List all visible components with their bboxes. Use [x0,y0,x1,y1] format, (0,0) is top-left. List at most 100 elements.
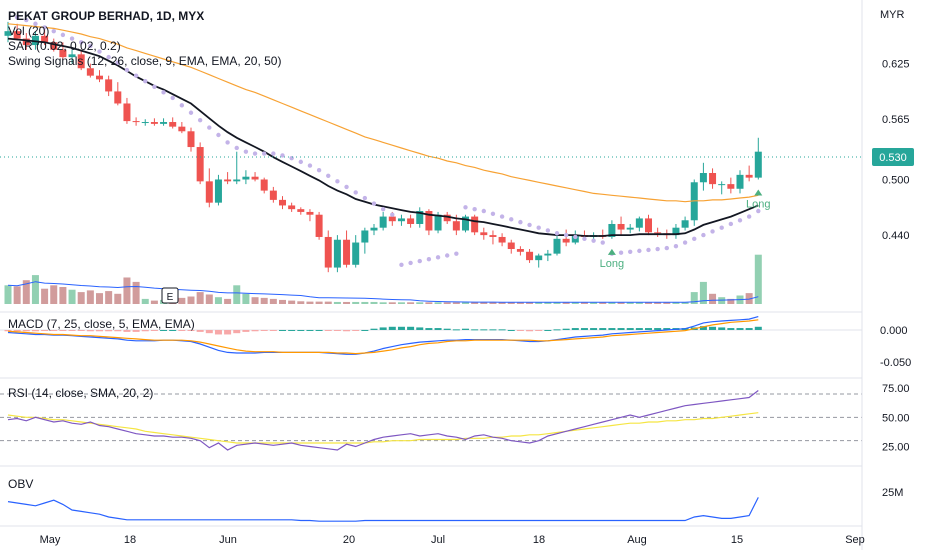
macd-signal-line [7,319,759,355]
sar-dot [88,43,93,49]
sar-dot [408,260,413,266]
candle-body [425,211,433,231]
candle-body [397,218,405,222]
macd-histogram-bar [150,329,158,331]
price-tick-label: 0.500 [882,174,910,186]
macd-histogram-bar [123,329,131,332]
volume-bar [526,302,534,304]
macd-line [7,316,759,355]
sar-dot [161,90,166,95]
indicator-label-sar[interactable]: SAR (0.02, 0.02, 0.2) [8,39,121,53]
volume-bar [22,280,30,304]
candle-body [699,173,707,183]
volume-bar [645,302,652,304]
macd-histogram-bar [452,329,460,331]
candle-body [288,205,296,210]
macd-histogram-bar [654,328,662,330]
volume-bar [279,299,286,304]
volume-bar [626,302,634,304]
macd-histogram-bar [178,329,186,331]
volume-bar [315,301,323,304]
indicator-label-swing[interactable]: Swing Signals (12, 26, close, 9, EMA, EM… [8,54,281,68]
macd-histogram-bar [489,329,497,331]
volume-bar [690,292,698,304]
candle-body [178,126,186,132]
volume-bar [96,293,103,304]
volume-bar [727,298,735,304]
volume-bar [242,293,250,304]
macd-histogram-bar [544,329,552,331]
rsi-label[interactable]: RSI (14, close, SMA, 20, 2) [8,386,153,400]
candle-body [736,174,744,189]
sar-dot [737,218,743,223]
macd-histogram-bar [480,329,488,331]
macd-histogram-bar [13,329,21,332]
sar-dot [234,145,239,151]
volume-bar [379,302,387,304]
macd-histogram-bar [626,328,634,330]
macd-histogram-bar [471,329,479,331]
macd-histogram-bar [68,329,76,331]
macd-histogram-bar [599,328,607,330]
obv-pane [7,497,759,522]
macd-histogram-bar [571,328,579,330]
candle-body [434,214,442,231]
obv-label[interactable]: OBV [8,477,33,491]
volume-bar [498,302,506,304]
rsi-pane [0,390,862,451]
volume-bar [105,291,113,304]
time-tick-label: Sep [845,534,865,546]
sar-dot [289,155,294,161]
sar-dot [316,168,322,173]
volume-bar [214,297,222,304]
macd-histogram-bar [114,329,122,332]
macd-histogram-bar [279,329,286,331]
candle-body [114,91,122,104]
volume-bar [233,285,241,304]
macd-histogram-bar [242,329,250,332]
candle-body [77,54,85,69]
candle-body [297,209,305,212]
macd-histogram-bar [553,329,561,331]
volume-bar [306,301,314,304]
sar-dot [97,49,102,54]
candle-body [324,236,332,268]
indicator-label-vol[interactable]: Vol (20) [8,24,49,38]
ema50-line [7,23,759,203]
macd-histogram-bar [699,326,707,330]
sar-dot [207,125,212,130]
long-signal-label: Long [600,258,624,270]
candle-body [416,211,424,224]
volume-bar [370,301,378,304]
sar-dot [271,151,276,156]
sar-dot [756,208,761,214]
axis-labels: 0.625 0.565 0.500 0.440 0.000 -0.050 75.00 50.0… [40,59,912,546]
macd-histogram-bar [77,329,85,331]
volume-bar [672,302,680,304]
candle-body [50,42,58,50]
sar-dot [481,208,486,214]
volume-bar [50,285,58,304]
time-tick-label: Aug [627,534,647,546]
sar-dot [216,132,221,138]
sar-dot [682,240,688,245]
sar-dot [335,179,340,184]
macd-label[interactable]: MACD (7, 25, close, 5, EMA, EMA) [8,317,195,331]
macd-histogram-bar [22,329,30,332]
candle-body [553,238,561,254]
volume-bar [709,293,717,304]
volume-bar [635,302,643,304]
ema-lines [7,23,759,237]
macd-histogram-bar [617,328,625,330]
candle-body [196,147,204,182]
candle-body [544,253,552,256]
volume-bar [480,302,488,304]
sar-dot [692,236,697,242]
candle-body [462,216,469,231]
volume-bar [590,302,598,304]
earnings-badge[interactable] [161,287,179,304]
volume-ma-line [7,281,759,303]
sar-dot [42,25,47,30]
sar-dot [454,251,459,256]
